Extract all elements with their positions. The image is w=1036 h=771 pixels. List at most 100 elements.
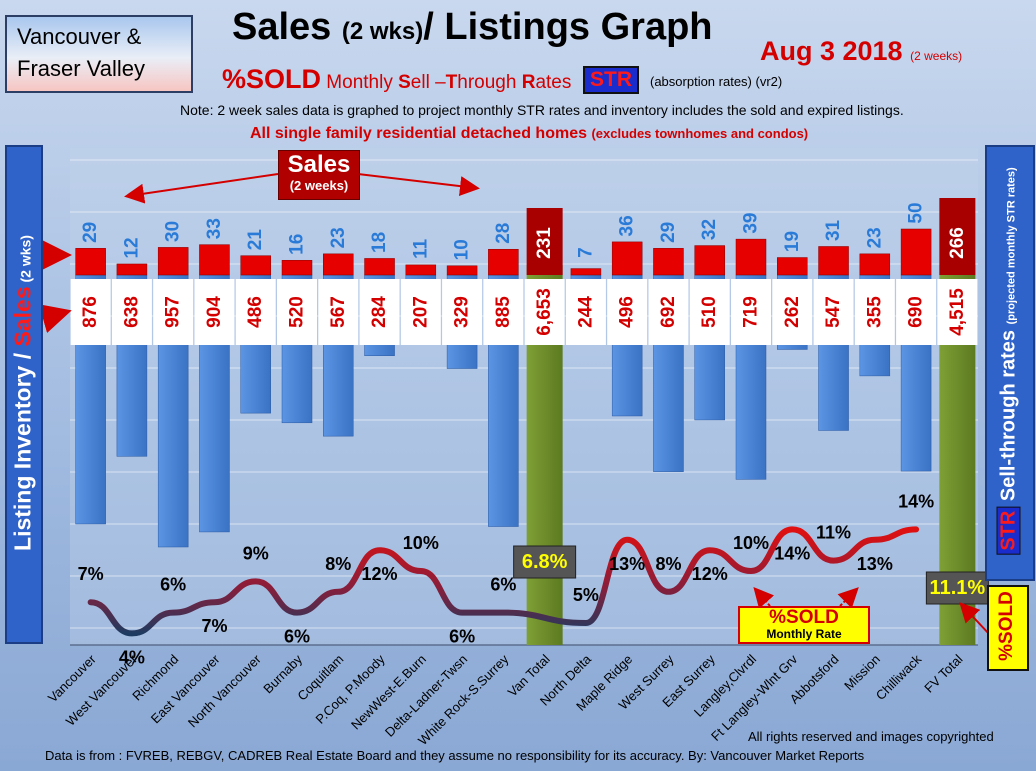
category-label: North Vancouver	[185, 651, 264, 730]
sales-label: 10	[452, 239, 473, 260]
scope-main: All single family residential detached h…	[250, 125, 592, 142]
listing-label-bg	[731, 279, 771, 345]
sales-label: 31	[823, 219, 844, 241]
sales-label: 18	[369, 232, 390, 253]
listing-label-bg	[483, 279, 524, 345]
str-label: 6%	[160, 575, 186, 595]
sales-label: 231	[534, 227, 555, 259]
sales-label: 29	[658, 222, 679, 243]
listing-label: 876	[80, 296, 101, 328]
listing-label: 355	[864, 296, 885, 328]
title-end: / Listings Graph	[423, 6, 713, 48]
title-main: Sales	[232, 6, 342, 48]
sales-label: 23	[864, 227, 885, 248]
listing-label: 692	[658, 296, 679, 328]
sold-arrow-right	[837, 587, 859, 609]
sold-side-arrow	[959, 602, 991, 636]
listing-label-bg	[648, 279, 689, 345]
subtitle-t: T	[445, 72, 458, 93]
listing-label-bg	[153, 279, 194, 345]
sales-bar	[323, 253, 354, 276]
sales-bar	[240, 255, 271, 276]
listing-label-bg	[565, 279, 606, 345]
str-label: 10%	[733, 533, 769, 553]
str-label: 6.8%	[522, 551, 568, 573]
listing-label-bg	[607, 279, 648, 345]
str-line	[87, 526, 920, 637]
data-note: Note: 2 week sales data is graphed to pr…	[180, 102, 904, 118]
subtitle-s: S	[398, 72, 411, 93]
subtitle-r: R	[521, 72, 536, 93]
sold-callout-title: %SOLD	[769, 607, 839, 628]
right-axis-b: (projected monthly STR rates)	[1005, 167, 1018, 325]
sold-side-label: %SOLD	[996, 591, 1017, 661]
listing-label-bg	[318, 279, 359, 345]
subtitle: %SOLD Monthly Sell –Through Rates	[222, 64, 571, 95]
sales-bar	[859, 253, 891, 276]
str-label: 6%	[284, 627, 310, 647]
left-axis-panel	[5, 145, 43, 644]
listing-label-bg	[111, 279, 152, 345]
sales-bar	[157, 247, 189, 276]
str-label: 8%	[655, 554, 681, 574]
scope-note: All single family residential detached h…	[250, 125, 808, 143]
listing-label: 510	[699, 296, 720, 328]
copyright-note: All rights reserved and images copyright…	[748, 729, 994, 744]
listing-label-bg	[896, 279, 937, 345]
region-box: Vancouver & Fraser Valley	[5, 15, 193, 93]
sales-label: 266	[947, 227, 968, 259]
title-paren: (2 wks)	[341, 18, 424, 45]
sales-bar	[446, 265, 478, 276]
sales-label: 50	[906, 202, 927, 223]
str-label: 11.1%	[930, 577, 986, 599]
listing-label-bg	[689, 279, 730, 345]
date-note: (2 weeks)	[910, 49, 963, 63]
sales-bar	[818, 246, 849, 276]
sales-bar	[735, 238, 767, 276]
sales-label: 19	[782, 231, 803, 252]
sales-label: 32	[699, 219, 720, 240]
total-sales-bar	[939, 198, 976, 275]
str-label: 7%	[78, 564, 104, 584]
str-label: 12%	[692, 564, 728, 584]
str-label: 10%	[403, 533, 439, 553]
str-label: 14%	[774, 543, 810, 563]
annotations-layer	[37, 173, 991, 636]
sales-bar	[900, 228, 932, 276]
listing-label: 885	[493, 296, 514, 328]
listing-label-bg	[524, 279, 565, 345]
str-label: 5%	[573, 585, 599, 605]
listing-label-bg	[70, 279, 111, 345]
category-label: Mission	[841, 652, 883, 694]
listing-label: 496	[617, 296, 638, 328]
sales-bar	[405, 264, 437, 276]
subtitle-sold: %SOLD	[222, 64, 322, 94]
listing-label: 957	[163, 296, 184, 328]
right-axis-str: STR	[996, 506, 1021, 555]
str-label: 6%	[449, 627, 475, 647]
listing-label-bg	[813, 279, 854, 345]
listing-label-bg	[442, 279, 483, 345]
str-label: 11%	[816, 523, 851, 543]
str-tag: STR	[583, 66, 639, 94]
right-axis-a: Sell-through rates	[997, 324, 1020, 507]
listing-label-bg	[400, 279, 441, 345]
listing-label: 6,653	[534, 288, 555, 336]
sales-label: 28	[493, 223, 514, 244]
listing-label: 690	[906, 296, 927, 328]
sales-label: 12	[121, 237, 142, 258]
listing-label: 520	[287, 296, 308, 328]
sales-label: 30	[163, 221, 184, 242]
sales-callout-note: (2 weeks)	[289, 178, 349, 193]
report-date: Aug 3 2018 (2 weeks)	[760, 36, 962, 67]
sales-bar	[116, 263, 148, 276]
listing-label-bg	[235, 279, 276, 345]
sales-callout: Sales (2 weeks)	[278, 150, 360, 200]
subtitle-ates: ates	[535, 72, 572, 93]
listing-label-bg	[772, 279, 813, 345]
listing-label: 547	[823, 296, 844, 328]
left-axis-a: Listing Inventory /	[9, 346, 36, 551]
sales-label: 36	[617, 215, 638, 236]
